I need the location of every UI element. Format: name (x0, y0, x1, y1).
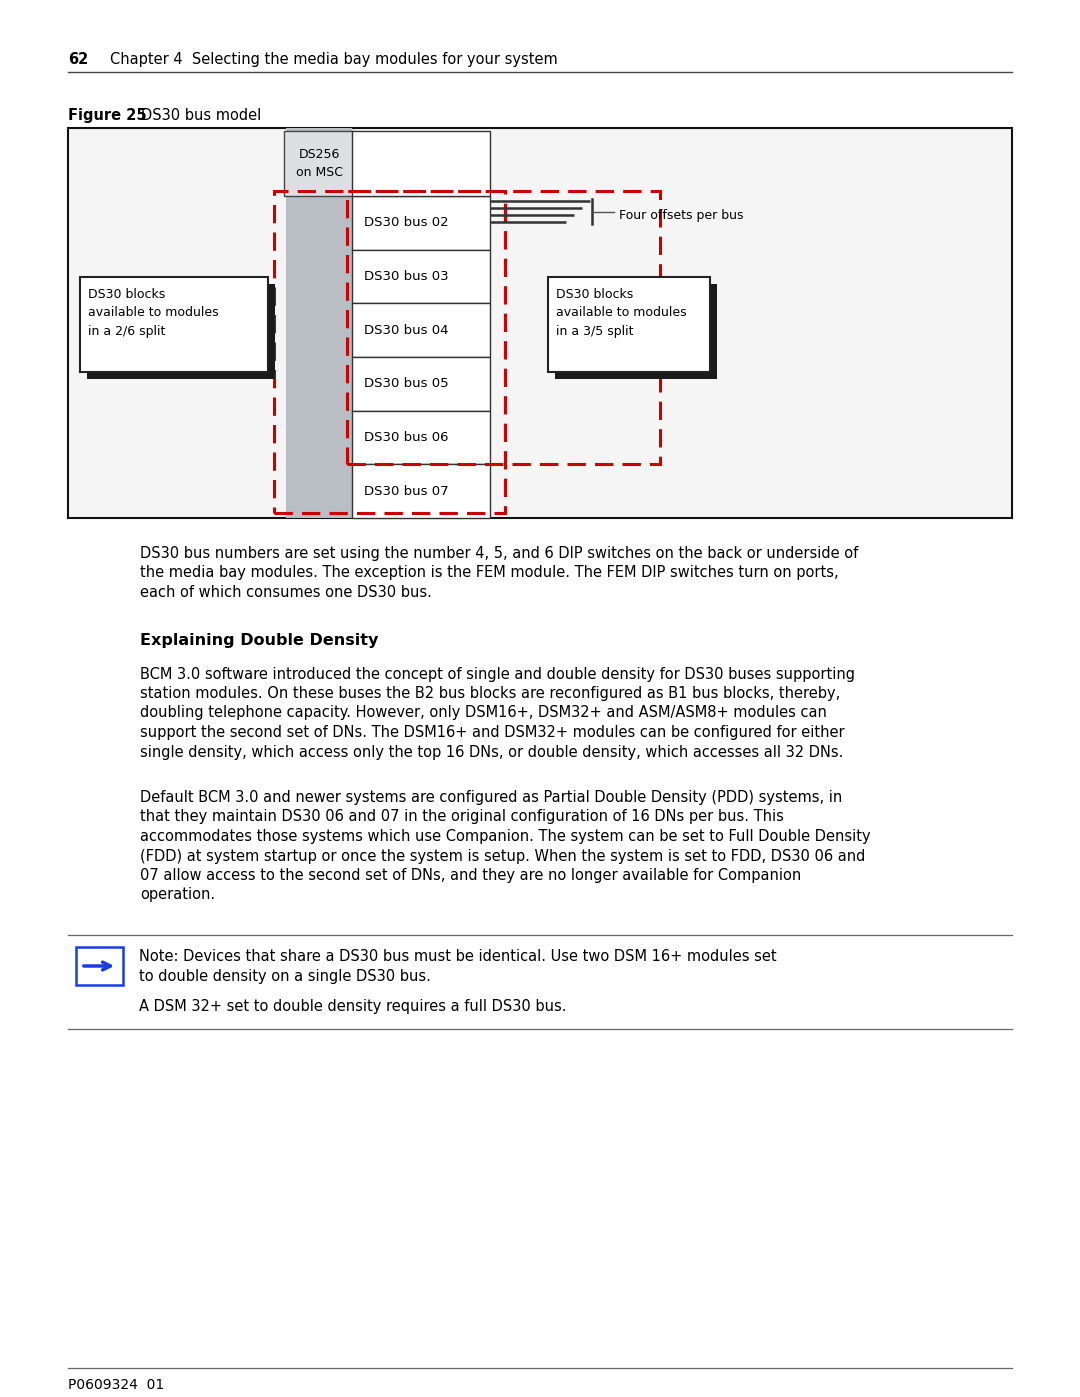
Bar (352, 303, 490, 358)
Bar (352, 196, 490, 250)
Text: Explaining Double Density: Explaining Double Density (140, 633, 378, 647)
Text: DS256
on MSC: DS256 on MSC (296, 148, 342, 179)
Text: DS30 bus 05: DS30 bus 05 (364, 377, 448, 390)
Text: Chapter 4  Selecting the media bay modules for your system: Chapter 4 Selecting the media bay module… (110, 52, 557, 67)
Text: DS30 bus 07: DS30 bus 07 (364, 485, 448, 497)
Bar (548, 277, 710, 372)
Text: (FDD) at system startup or once the system is setup. When the system is set to F: (FDD) at system startup or once the syst… (140, 848, 865, 863)
Bar (274, 191, 505, 513)
Text: DS30 bus numbers are set using the number 4, 5, and 6 DIP switches on the back o: DS30 bus numbers are set using the numbe… (140, 546, 859, 562)
Bar (87, 284, 275, 379)
Text: support the second set of DNs. The DSM16+ and DSM32+ modules can be configured f: support the second set of DNs. The DSM16… (140, 725, 845, 740)
Text: each of which consumes one DS30 bus.: each of which consumes one DS30 bus. (140, 585, 432, 599)
Text: A DSM 32+ set to double density requires a full DS30 bus.: A DSM 32+ set to double density requires… (139, 999, 567, 1014)
Text: to double density on a single DS30 bus.: to double density on a single DS30 bus. (139, 968, 431, 983)
Text: that they maintain DS30 06 and 07 in the original configuration of 16 DNs per bu: that they maintain DS30 06 and 07 in the… (140, 809, 784, 824)
Bar (68, 129, 1012, 518)
Text: DS30 blocks
available to modules
in a 3/5 split: DS30 blocks available to modules in a 3/… (556, 289, 687, 338)
Text: Four offsets per bus: Four offsets per bus (619, 208, 743, 222)
Text: DS30 bus 06: DS30 bus 06 (364, 432, 448, 444)
Bar (352, 131, 490, 196)
Text: 07 allow access to the second set of DNs, and they are no longer available for C: 07 allow access to the second set of DNs… (140, 868, 801, 883)
Bar (284, 131, 354, 196)
Bar (352, 464, 490, 518)
Text: DS30 bus 04: DS30 bus 04 (364, 324, 448, 337)
Text: DS30 bus model: DS30 bus model (141, 108, 261, 123)
Text: accommodates those systems which use Companion. The system can be set to Full Do: accommodates those systems which use Com… (140, 828, 870, 844)
Text: Default BCM 3.0 and newer systems are configured as Partial Double Density (PDD): Default BCM 3.0 and newer systems are co… (140, 789, 842, 805)
Text: DS30 bus 02: DS30 bus 02 (364, 217, 448, 229)
Text: P0609324  01: P0609324 01 (68, 1377, 164, 1391)
Text: DS30 bus 03: DS30 bus 03 (364, 270, 448, 284)
Bar (76, 947, 123, 985)
Text: doubling telephone capacity. However, only DSM16+, DSM32+ and ASM/ASM8+ modules : doubling telephone capacity. However, on… (140, 705, 827, 721)
Text: 62: 62 (68, 52, 89, 67)
Text: single density, which access only the top 16 DNs, or double density, which acces: single density, which access only the to… (140, 745, 843, 760)
Bar (80, 277, 268, 372)
Text: operation.: operation. (140, 887, 215, 902)
Bar (352, 411, 490, 464)
Text: station modules. On these buses the B2 bus blocks are reconfigured as B1 bus blo: station modules. On these buses the B2 b… (140, 686, 840, 701)
Bar (286, 129, 352, 518)
Bar (347, 191, 660, 464)
Text: BCM 3.0 software introduced the concept of single and double density for DS30 bu: BCM 3.0 software introduced the concept … (140, 666, 855, 682)
Bar (352, 250, 490, 303)
Text: DS30 blocks
available to modules
in a 2/6 split: DS30 blocks available to modules in a 2/… (87, 289, 218, 338)
Bar (352, 358, 490, 411)
Text: Figure 25: Figure 25 (68, 108, 147, 123)
Text: the media bay modules. The exception is the FEM module. The FEM DIP switches tur: the media bay modules. The exception is … (140, 566, 839, 581)
Bar (555, 284, 717, 379)
Text: Note: Devices that share a DS30 bus must be identical. Use two DSM 16+ modules s: Note: Devices that share a DS30 bus must… (139, 949, 777, 964)
